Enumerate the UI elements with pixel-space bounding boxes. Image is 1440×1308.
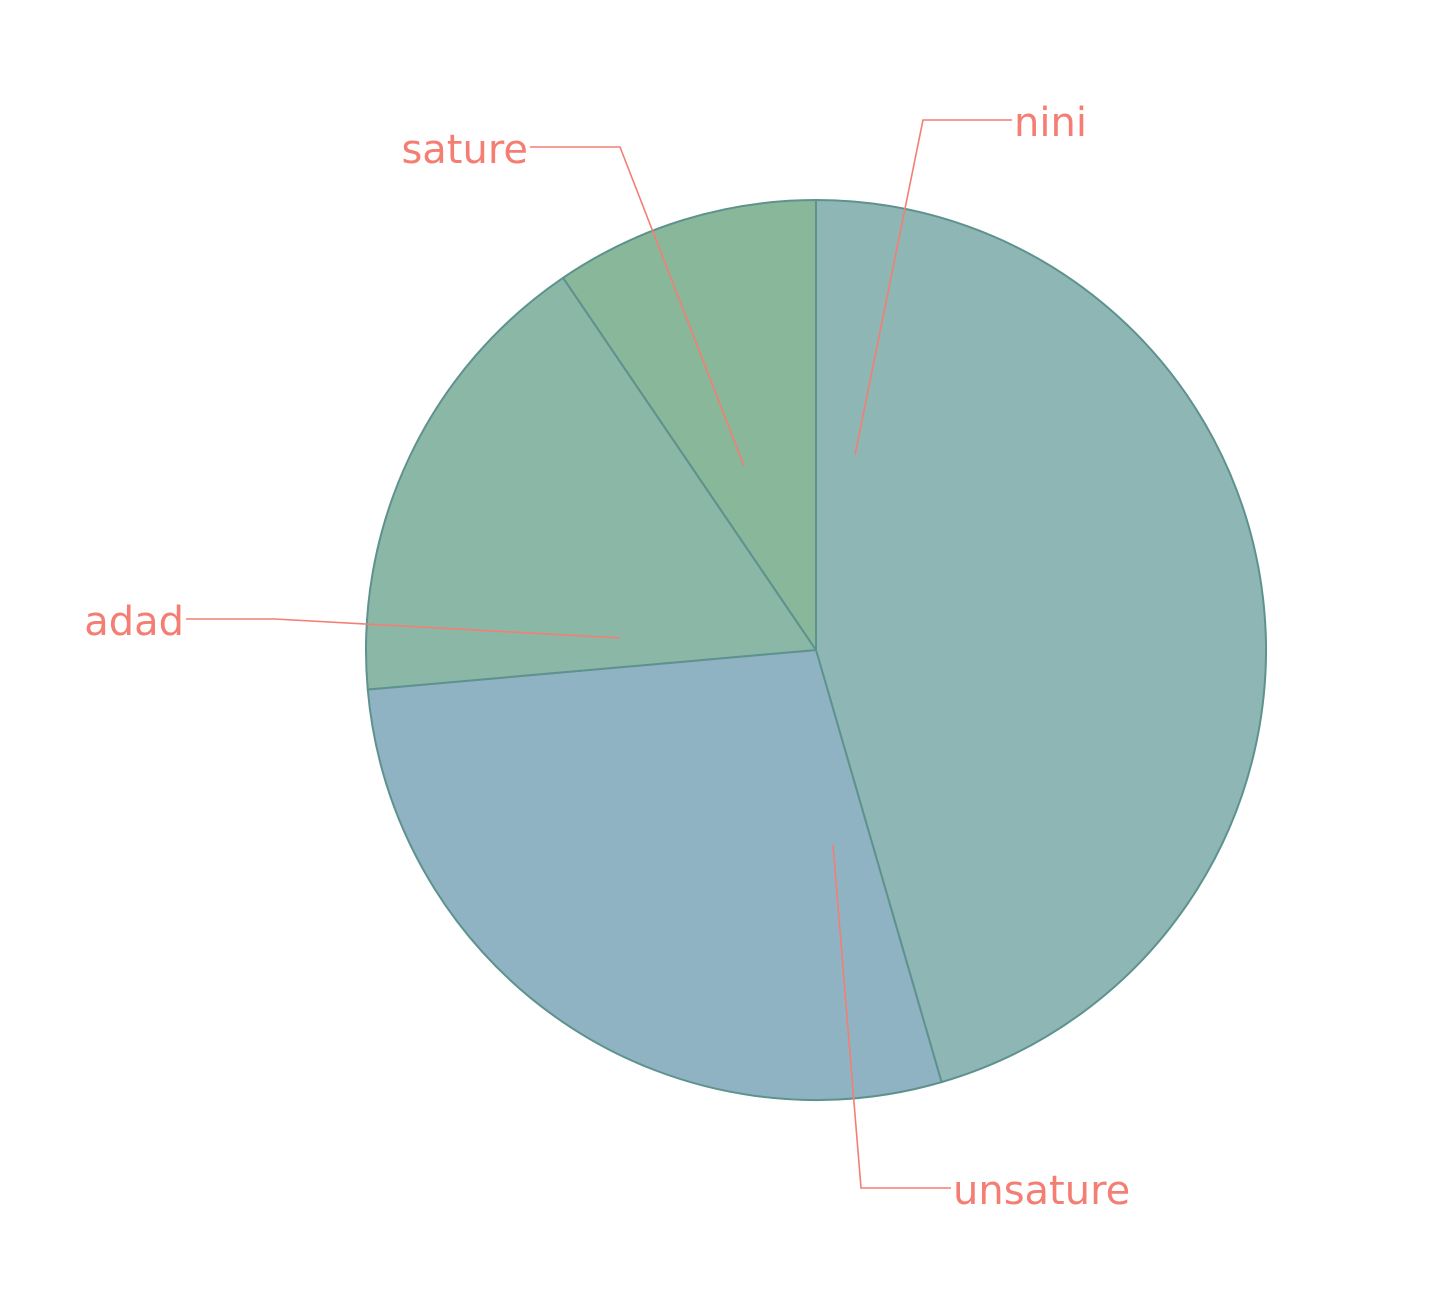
- leader-line-adad: [186, 618, 621, 639]
- pie-slice-nini[interactable]: [815, 199, 1267, 1084]
- pie-slice-unsature[interactable]: [366, 649, 943, 1101]
- pie-slices: [365, 199, 1267, 1101]
- slice-label-adad: adad: [84, 599, 184, 645]
- pie-slice-sature[interactable]: [562, 199, 817, 651]
- leader-line-sature: [530, 146, 745, 467]
- slice-label-nini: nini: [1014, 100, 1087, 146]
- label-leader-lines: [186, 119, 1012, 1189]
- pie-slice-adad[interactable]: [365, 276, 817, 691]
- slice-label-unsature: unsature: [953, 1168, 1130, 1214]
- slice-labels: nini unsature adad sature: [84, 100, 1130, 1214]
- leader-line-unsature: [832, 844, 951, 1189]
- leader-line-nini: [854, 119, 1012, 456]
- slice-label-sature: sature: [401, 127, 528, 173]
